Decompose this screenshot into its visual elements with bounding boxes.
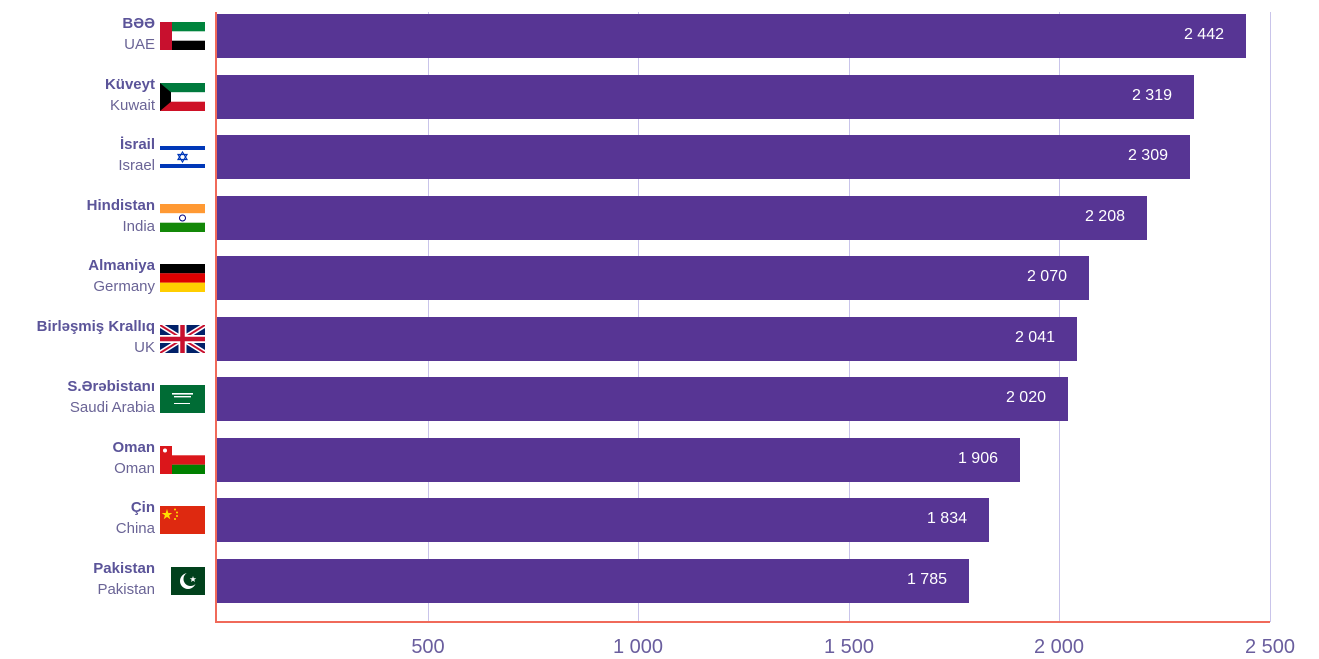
category-subtitle: Saudi Arabia xyxy=(69,399,155,416)
x-axis-line xyxy=(215,621,1270,623)
category-name: Küveyt xyxy=(104,76,155,93)
bar-value-label: 1 906 xyxy=(957,450,998,467)
x-tick-label: 2 000 xyxy=(1033,636,1085,658)
bar-value-label: 2 020 xyxy=(1005,389,1046,406)
category-name: Çin xyxy=(130,499,155,516)
bar xyxy=(217,317,1077,361)
bar xyxy=(217,14,1246,58)
grid-line xyxy=(1270,12,1271,622)
category-subtitle: Israel xyxy=(118,157,155,174)
bar xyxy=(217,498,989,542)
category-subtitle: Oman xyxy=(114,460,155,477)
category-name: Oman xyxy=(112,439,155,456)
pakistan-flag-icon xyxy=(160,567,205,595)
uk-flag-icon xyxy=(160,325,205,353)
oman-flag-icon xyxy=(160,446,205,474)
uae-flag-icon xyxy=(160,22,205,50)
bar-value-label: 2 041 xyxy=(1014,329,1055,346)
bar xyxy=(217,135,1190,179)
category-subtitle: China xyxy=(115,520,155,537)
x-tick-label: 1 500 xyxy=(823,636,875,658)
germany-flag-icon xyxy=(160,264,205,292)
category-name: S.Ərəbistanı xyxy=(67,378,155,395)
bar-value-label: 2 208 xyxy=(1084,208,1125,225)
bar xyxy=(217,438,1020,482)
category-name: Almaniya xyxy=(88,257,155,274)
india-flag-icon xyxy=(160,204,205,232)
bar-value-label: 2 309 xyxy=(1127,147,1168,164)
bar xyxy=(217,559,969,603)
category-name: Birləşmiş Krallıq xyxy=(36,318,155,335)
category-name: BƏƏ xyxy=(122,15,155,32)
bar-value-label: 2 442 xyxy=(1183,26,1224,43)
category-name: Hindistan xyxy=(86,197,155,214)
bar xyxy=(217,256,1089,300)
category-subtitle: Germany xyxy=(93,278,155,295)
china-flag-icon xyxy=(160,506,205,534)
bar-value-label: 2 319 xyxy=(1131,87,1172,104)
category-subtitle: Pakistan xyxy=(97,581,155,598)
category-name: Pakistan xyxy=(93,560,155,577)
bar xyxy=(217,196,1147,240)
bar-value-label: 1 785 xyxy=(906,571,947,588)
kuwait-flag-icon xyxy=(160,83,205,111)
x-tick-label: 1 000 xyxy=(612,636,664,658)
saudi-flag-icon xyxy=(160,385,205,413)
x-tick-label: 500 xyxy=(411,636,445,658)
category-name: İsrail xyxy=(119,136,155,153)
category-subtitle: UAE xyxy=(124,36,155,53)
israel-flag-icon xyxy=(160,143,205,171)
category-subtitle: India xyxy=(122,218,155,235)
category-subtitle: Kuwait xyxy=(109,97,155,114)
bar-value-label: 2 070 xyxy=(1026,268,1067,285)
bar-value-label: 1 834 xyxy=(926,510,967,527)
bar xyxy=(217,75,1194,119)
category-subtitle: UK xyxy=(134,339,155,356)
x-tick-label: 2 500 xyxy=(1244,636,1296,658)
bar xyxy=(217,377,1068,421)
y-axis-line xyxy=(215,12,217,623)
